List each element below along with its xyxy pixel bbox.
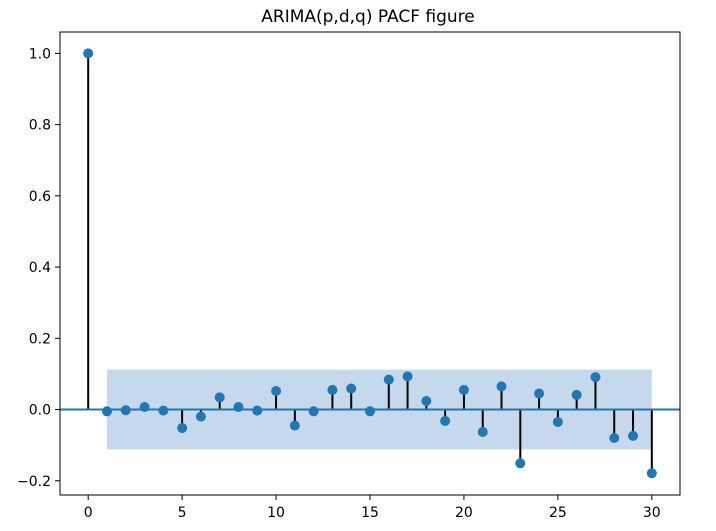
stem-marker-lag-24 <box>534 388 545 399</box>
y-tick-label: 0.8 <box>29 118 51 134</box>
stem-marker-lag-1 <box>101 406 112 417</box>
stem-marker-lag-21 <box>477 426 488 437</box>
stem-marker-lag-9 <box>252 405 263 416</box>
stem-marker-lag-17 <box>402 371 413 382</box>
stem-marker-lag-13 <box>327 384 338 395</box>
stem-marker-lag-7 <box>214 392 225 403</box>
y-tick-label: 0.4 <box>29 260 51 276</box>
chart-title: ARIMA(p,d,q) PACF figure <box>261 7 475 27</box>
stem-marker-lag-11 <box>289 420 300 431</box>
stem-marker-lag-14 <box>346 383 357 394</box>
x-tick-label: 0 <box>84 505 93 521</box>
stem-marker-lag-26 <box>571 389 582 400</box>
stem-marker-lag-20 <box>458 384 469 395</box>
stem-marker-lag-10 <box>271 386 282 397</box>
stem-marker-lag-8 <box>233 402 244 413</box>
x-tick-label: 25 <box>549 505 567 521</box>
stem-marker-lag-3 <box>139 402 150 413</box>
y-tick-label: 0.0 <box>29 403 51 419</box>
stem-marker-lag-2 <box>120 405 131 416</box>
stem-marker-lag-28 <box>609 433 620 444</box>
y-tick-label: −0.2 <box>17 474 51 490</box>
stem-marker-lag-4 <box>158 405 169 416</box>
x-axis-ticks: 0 5 10 15 20 25 30 <box>84 495 661 521</box>
y-tick-label: 0.6 <box>29 189 51 205</box>
stem-marker-lag-22 <box>496 381 507 392</box>
stem-marker-lag-6 <box>195 411 206 422</box>
stem-marker-lag-12 <box>308 406 319 417</box>
stem-marker-lag-25 <box>552 416 563 427</box>
stem-markers <box>83 48 657 479</box>
x-tick-label: 10 <box>267 505 285 521</box>
x-tick-label: 5 <box>178 505 187 521</box>
y-tick-label: 1.0 <box>29 46 51 62</box>
x-tick-label: 20 <box>455 505 473 521</box>
stem-marker-lag-29 <box>628 430 639 441</box>
plot-frame <box>59 31 681 496</box>
x-tick-label: 30 <box>643 505 661 521</box>
stem-marker-lag-0 <box>83 48 94 59</box>
stem-marker-lag-15 <box>365 406 375 417</box>
stem-marker-lag-30 <box>646 468 657 479</box>
stem-marker-lag-18 <box>421 395 432 406</box>
stem-marker-lag-27 <box>590 372 601 383</box>
stem-marker-lag-5 <box>177 423 188 434</box>
stem-marker-lag-23 <box>515 458 526 469</box>
y-tick-label: 0.2 <box>29 331 51 347</box>
stem-marker-lag-16 <box>383 374 394 385</box>
x-tick-label: 15 <box>361 505 379 521</box>
y-axis-ticks: −0.2 0.0 0.2 0.4 0.6 0.8 1.0 <box>17 46 60 490</box>
stem-marker-lag-19 <box>440 415 451 426</box>
